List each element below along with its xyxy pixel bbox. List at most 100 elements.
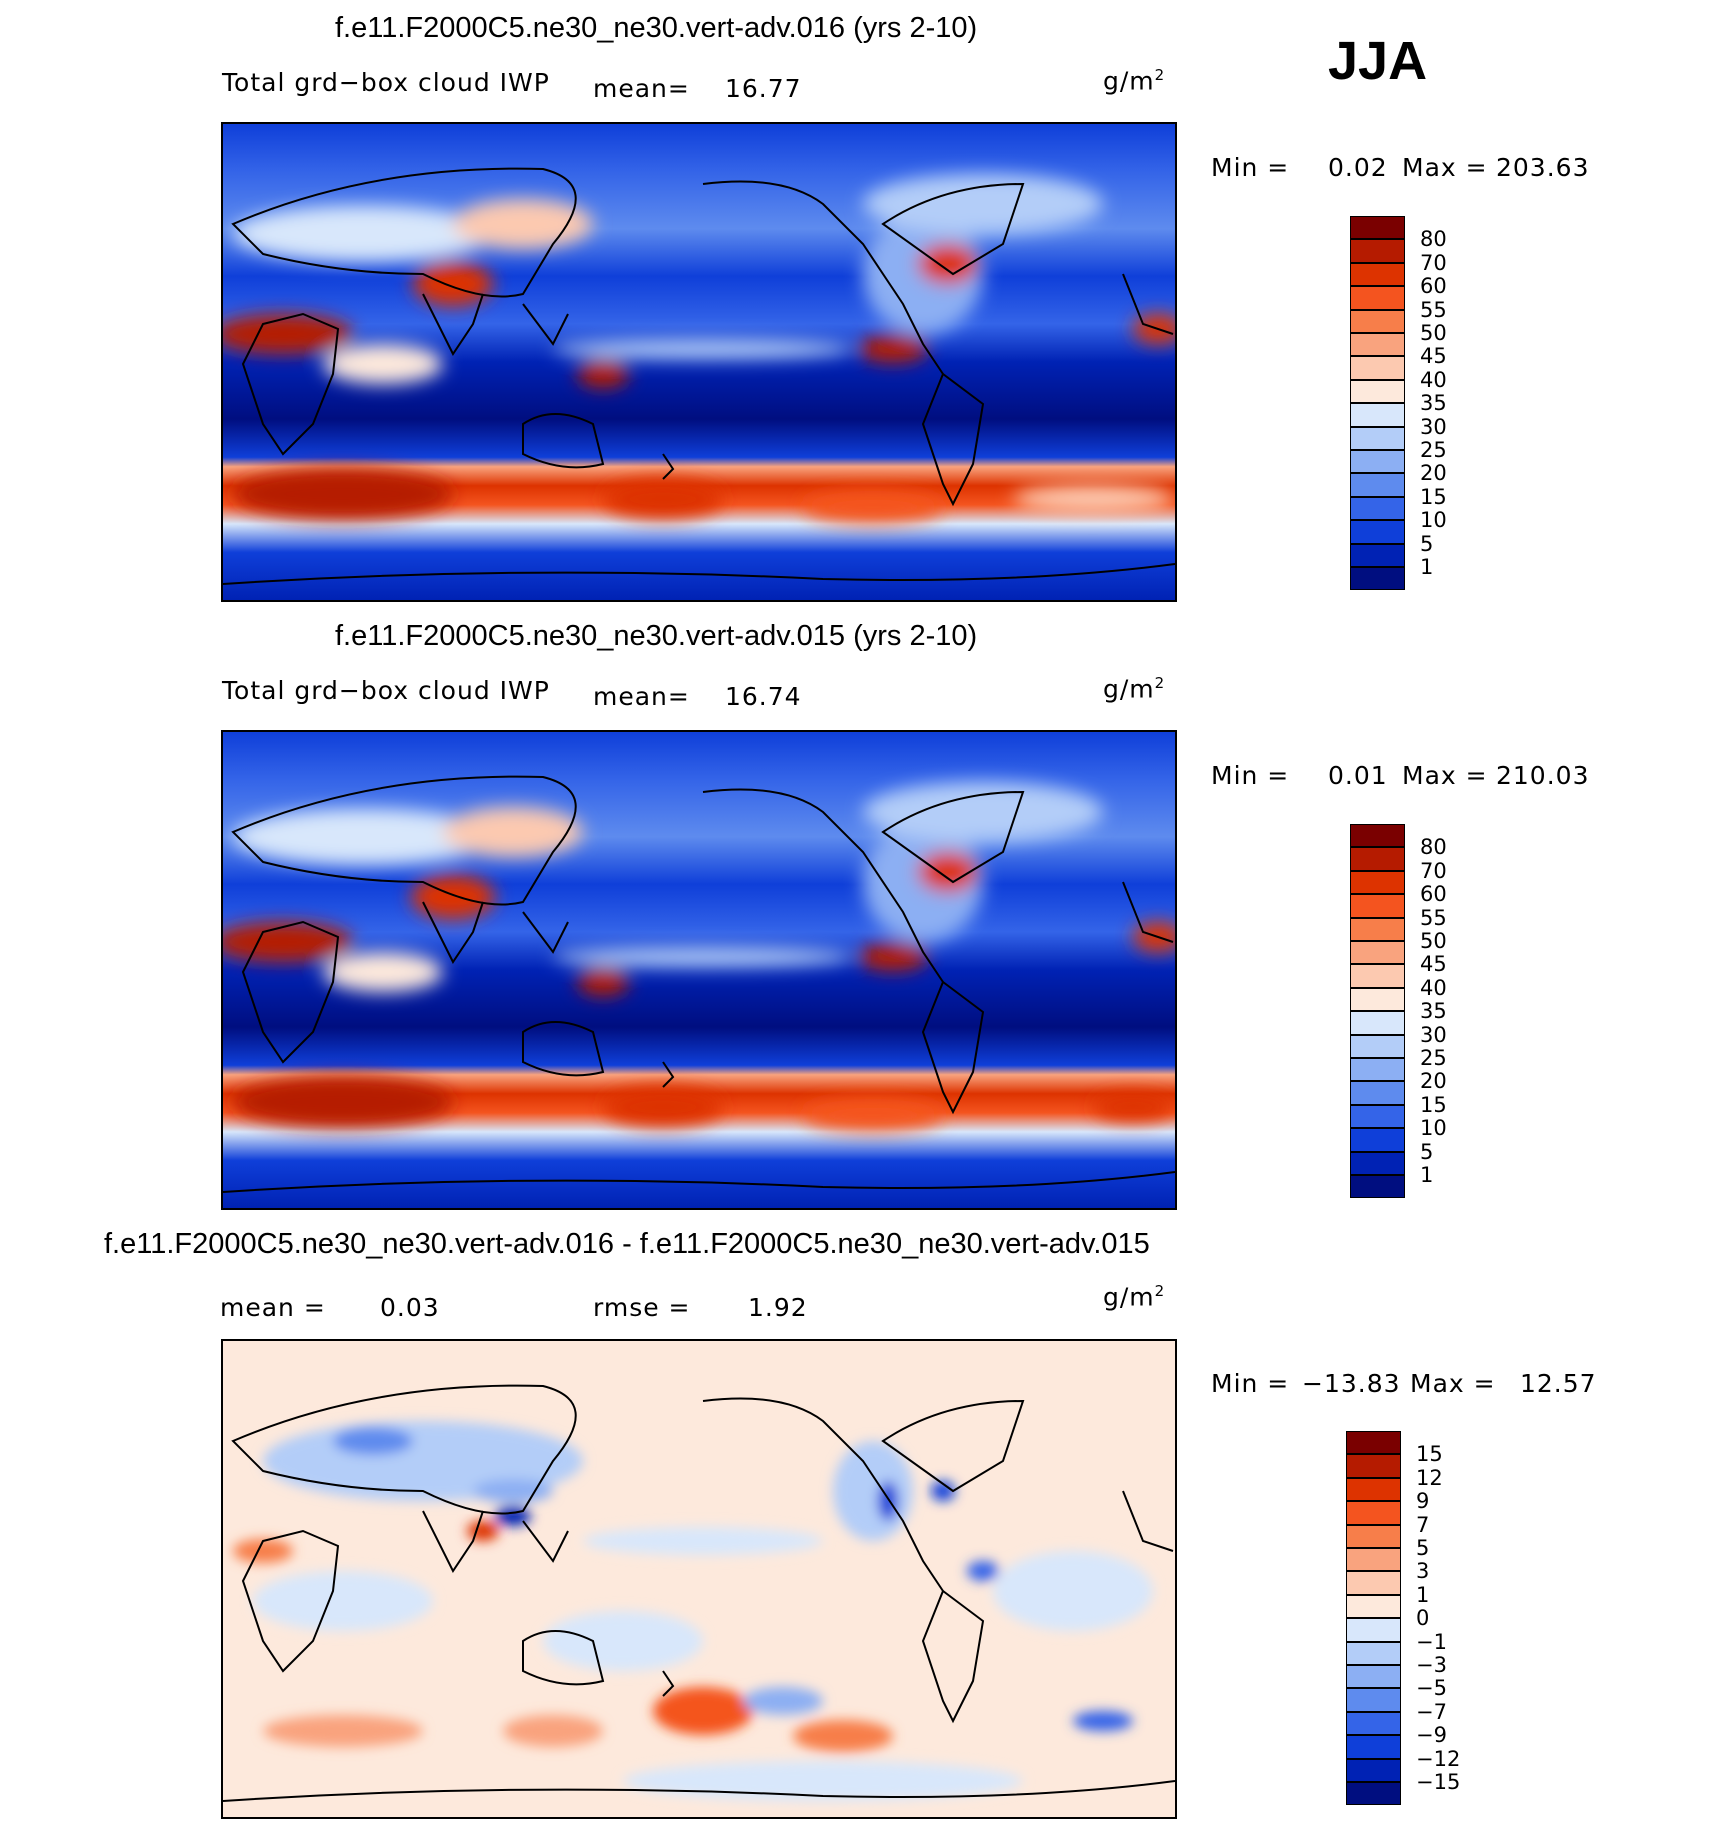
colorbar-tick-label: 15 bbox=[1420, 1092, 1447, 1117]
colorbar-tick-label: 30 bbox=[1420, 414, 1447, 439]
colorbar-swatch bbox=[1350, 894, 1405, 918]
panel-2-mean-value: 16.74 bbox=[725, 682, 802, 711]
panel-1-mean-value: 16.77 bbox=[725, 74, 802, 103]
colorbar-swatch bbox=[1350, 824, 1405, 848]
colorbar-swatch bbox=[1350, 1011, 1405, 1035]
panel-1-max-label: Max = bbox=[1402, 153, 1488, 182]
colorbar-swatch bbox=[1346, 1454, 1401, 1478]
colorbar-tick-label: −12 bbox=[1416, 1746, 1461, 1771]
colorbar-swatch bbox=[1346, 1711, 1401, 1736]
colorbar-swatch bbox=[1350, 216, 1405, 240]
panel-1-title: f.e11.F2000C5.ne30_ne30.vert-adv.016 (yr… bbox=[335, 12, 978, 44]
colorbar-tick-label: 70 bbox=[1420, 858, 1447, 883]
colorbar-tick-label: 30 bbox=[1420, 1022, 1447, 1047]
colorbar-swatch bbox=[1350, 1128, 1405, 1152]
colorbar-swatch bbox=[1350, 403, 1405, 427]
panel-3-mean-label: mean = bbox=[220, 1293, 326, 1322]
panel-2-map bbox=[221, 730, 1177, 1210]
colorbar-swatch bbox=[1350, 262, 1405, 287]
panel-3-min-label: Min = bbox=[1211, 1369, 1290, 1398]
colorbar-tick-label: 9 bbox=[1416, 1489, 1430, 1514]
colorbar-swatch bbox=[1350, 309, 1405, 333]
colorbar-tick-label: 5 bbox=[1420, 1139, 1434, 1164]
colorbar-swatch bbox=[1346, 1688, 1401, 1712]
colorbar-tick-label: 55 bbox=[1420, 905, 1447, 930]
colorbar-swatch bbox=[1350, 1081, 1405, 1105]
colorbar-swatch bbox=[1350, 1058, 1405, 1082]
colorbar-tick-label: 1 bbox=[1416, 1582, 1430, 1607]
colorbar-swatch bbox=[1350, 847, 1405, 871]
colorbar-swatch bbox=[1350, 917, 1405, 941]
colorbar-tick-label: 50 bbox=[1420, 929, 1447, 953]
panel-2-min-value: 0.01 bbox=[1328, 761, 1388, 790]
colorbar-tick-label: −1 bbox=[1416, 1629, 1447, 1654]
colorbar-tick-label: 20 bbox=[1420, 1069, 1447, 1094]
colorbar-tick-label: −9 bbox=[1416, 1723, 1447, 1748]
colorbar-tick-label: 60 bbox=[1420, 882, 1447, 907]
panel-3-colorbar: 15 12 9 7 5 3 1 0 −1 −3 −5 −7 −9 −12 −15 bbox=[1346, 1431, 1460, 1806]
panel-1-map bbox=[221, 122, 1177, 602]
colorbar-tick-label: 60 bbox=[1420, 274, 1447, 299]
panel-3-map bbox=[221, 1339, 1177, 1819]
colorbar-swatch bbox=[1346, 1782, 1401, 1806]
colorbar-tick-label: 1 bbox=[1420, 1163, 1434, 1187]
colorbar-tick-label: −15 bbox=[1416, 1770, 1461, 1794]
panel-3-units: g/m2 bbox=[1103, 1282, 1166, 1312]
colorbar-swatch bbox=[1350, 286, 1405, 310]
colorbar-tick-label: 45 bbox=[1420, 344, 1447, 369]
panel-1-max-value: 203.63 bbox=[1496, 153, 1590, 182]
colorbar-swatch bbox=[1346, 1571, 1401, 1595]
panel-1-min-label: Min = bbox=[1211, 153, 1290, 182]
panel-2-title: f.e11.F2000C5.ne30_ne30.vert-adv.015 (yr… bbox=[335, 620, 978, 652]
panel-2-mean-label: mean= bbox=[593, 682, 690, 711]
colorbar-tick-label: 25 bbox=[1420, 438, 1447, 462]
colorbar-swatch bbox=[1346, 1641, 1401, 1665]
panel-1-colorbar: 80 70 60 55 50 45 40 35 30 25 20 15 10 5 1 bbox=[1350, 216, 1447, 591]
panel-3-min-value: −13.83 bbox=[1302, 1369, 1401, 1398]
colorbar-tick-label: 35 bbox=[1420, 391, 1447, 416]
colorbar-tick-label: 40 bbox=[1420, 975, 1447, 1000]
panel-2-max-value: 210.03 bbox=[1496, 761, 1590, 790]
colorbar-tick-label: 70 bbox=[1420, 250, 1447, 275]
colorbar-swatch bbox=[1350, 473, 1405, 497]
colorbar-tick-label: 45 bbox=[1420, 952, 1447, 977]
colorbar-tick-label: 20 bbox=[1420, 461, 1447, 486]
colorbar-tick-label: 5 bbox=[1416, 1536, 1430, 1560]
panel-1-mean-label: mean= bbox=[593, 74, 690, 103]
colorbar-tick-label: 12 bbox=[1416, 1465, 1443, 1490]
colorbar-swatch bbox=[1346, 1524, 1401, 1548]
panel-1-units: g/m2 bbox=[1103, 66, 1166, 96]
colorbar-swatch bbox=[1350, 567, 1405, 591]
colorbar-swatch bbox=[1350, 870, 1405, 895]
panel-2-max-label: Max = bbox=[1402, 761, 1488, 790]
panel-3-max-label: Max = bbox=[1410, 1369, 1496, 1398]
panel-1-min-value: 0.02 bbox=[1328, 153, 1388, 182]
colorbar-swatch bbox=[1350, 1034, 1405, 1058]
colorbar-swatch bbox=[1346, 1758, 1401, 1782]
colorbar-swatch bbox=[1350, 543, 1405, 567]
colorbar-tick-label: 3 bbox=[1416, 1559, 1430, 1584]
colorbar-tick-label: 25 bbox=[1420, 1046, 1447, 1070]
colorbar-swatch bbox=[1350, 1151, 1405, 1175]
colorbar-tick-label: −3 bbox=[1416, 1653, 1447, 1677]
colorbar-tick-label: 80 bbox=[1420, 835, 1447, 860]
colorbar-swatch bbox=[1350, 239, 1405, 263]
colorbar-swatch bbox=[1346, 1594, 1401, 1619]
colorbar-tick-label: 15 bbox=[1416, 1442, 1443, 1467]
colorbar-swatch bbox=[1346, 1477, 1401, 1502]
colorbar-tick-label: 55 bbox=[1420, 297, 1447, 322]
colorbar-tick-label: 80 bbox=[1420, 227, 1447, 252]
colorbar-swatch bbox=[1350, 987, 1405, 1012]
colorbar-swatch bbox=[1346, 1548, 1401, 1572]
panel-2-colorbar: 80 70 60 55 50 45 40 35 30 25 20 15 10 5 1 bbox=[1350, 824, 1447, 1199]
colorbar-tick-label: 5 bbox=[1420, 531, 1434, 556]
colorbar-swatch bbox=[1346, 1735, 1401, 1759]
panel-2-variable: Total grd−box cloud IWP bbox=[222, 676, 550, 705]
colorbar-swatch bbox=[1350, 450, 1405, 474]
panel-3-max-value: 12.57 bbox=[1520, 1369, 1597, 1398]
colorbar-swatch bbox=[1346, 1618, 1401, 1642]
colorbar-swatch bbox=[1350, 1175, 1405, 1199]
panel-3-rmse-value: 1.92 bbox=[748, 1293, 808, 1322]
colorbar-swatch bbox=[1350, 520, 1405, 544]
colorbar-swatch bbox=[1350, 496, 1405, 521]
